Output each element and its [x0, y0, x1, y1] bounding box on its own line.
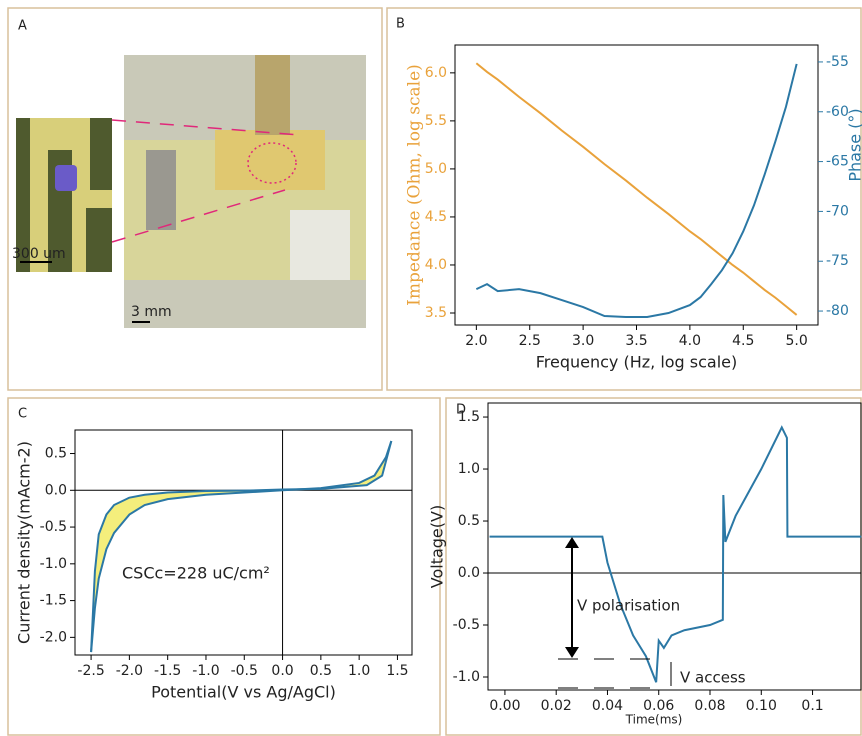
x-tick-label: 1.5 — [386, 663, 408, 679]
zoom-line — [111, 119, 301, 136]
panel-frame — [7, 397, 441, 736]
y2-tick-label: -55 — [826, 54, 849, 70]
y-tick-label: 0.0 — [458, 565, 480, 581]
photo — [16, 55, 366, 328]
y-tick-label: 1.5 — [458, 409, 480, 425]
y2-tick-label: -60 — [826, 104, 849, 120]
inset-electrode — [55, 165, 77, 191]
x-tick-label: -0.5 — [231, 663, 258, 679]
y-axis-label: Voltage(V) — [428, 505, 447, 588]
highlight — [247, 142, 297, 184]
y2-tick-label: -70 — [826, 203, 849, 219]
y-tick-label: -1.0 — [40, 556, 67, 572]
x-axis-label: Frequency (Hz, log scale) — [536, 353, 738, 372]
x-tick-label: 0.1 — [801, 698, 823, 714]
charge-area — [91, 441, 392, 653]
annotation: V access — [680, 669, 746, 687]
data-line — [489, 425, 862, 683]
x-tick-label: 0.10 — [746, 698, 777, 714]
data-line — [475, 63, 798, 319]
arrow-head — [565, 537, 579, 548]
coil — [146, 150, 176, 230]
x-tick-label: 0.08 — [694, 698, 725, 714]
y-tick-label: -1.0 — [453, 669, 480, 685]
y-axis-label: Current density(mAcm-2) — [15, 441, 34, 644]
inset-pads — [30, 118, 112, 272]
x-tick-label: -2.5 — [77, 663, 104, 679]
scale-label: 3 mm — [131, 304, 172, 320]
data-line — [90, 440, 393, 653]
panel-label: D — [456, 403, 466, 418]
y-tick-label: 4.5 — [425, 209, 447, 225]
x-tick-label: 0.0 — [271, 663, 293, 679]
scale-label: 300 um — [12, 246, 66, 262]
y-tick-label: 0.0 — [45, 482, 67, 498]
electrode-lines — [255, 55, 290, 135]
y-tick-label: -2.0 — [40, 629, 67, 645]
arrow-head — [565, 647, 579, 658]
y-tick-label: -1.5 — [40, 593, 67, 609]
y2-axis-label: Phase (°) — [846, 108, 862, 181]
plot-frame — [74, 429, 413, 656]
x-axis-label: Potential(V vs Ag/AgCl) — [151, 683, 336, 702]
data-line — [90, 440, 393, 653]
x-tick-label: -1.0 — [192, 663, 219, 679]
y-tick-label: 4.0 — [425, 257, 447, 273]
y-tick-label: 0.5 — [458, 513, 480, 529]
y-axis-label: Impedance (Ohm, log scale) — [405, 64, 425, 306]
y2-tick-label: -80 — [826, 303, 849, 319]
x-tick-label: 0.06 — [643, 698, 674, 714]
x-tick-label: 1.0 — [348, 663, 370, 679]
zoom-line — [111, 189, 286, 243]
y2-tick-label: -65 — [826, 154, 849, 170]
panel-frame — [445, 397, 862, 736]
x-tick-label: 4.0 — [679, 333, 701, 349]
x-tick-label: 0.5 — [310, 663, 332, 679]
x-tick-label: 0.04 — [592, 698, 623, 714]
plot-frame — [454, 44, 819, 326]
y-tick-label: 0.5 — [45, 446, 67, 462]
annotation: CSCc=228 uC/cm² — [122, 564, 270, 583]
x-tick-label: 0.02 — [541, 698, 572, 714]
y-tick-label: 6.0 — [425, 65, 447, 81]
electrode-array — [215, 130, 325, 190]
annotation: V polarisation — [577, 597, 680, 615]
plot-frame — [487, 402, 862, 691]
x-tick-label: -2.0 — [116, 663, 143, 679]
y-tick-label: 3.5 — [425, 305, 447, 321]
x-tick-label: 3.5 — [625, 333, 647, 349]
data-line — [475, 62, 798, 316]
y-tick-label: -0.5 — [40, 519, 67, 535]
y2-tick-label: -75 — [826, 253, 849, 269]
panel-frame — [386, 7, 862, 391]
x-tick-label: 2.5 — [519, 333, 541, 349]
x-tick-label: 5.0 — [786, 333, 808, 349]
panel-label: C — [18, 407, 27, 422]
x-tick-label: 0.00 — [489, 698, 520, 714]
panel-label: B — [396, 17, 405, 32]
panel-frame — [7, 7, 383, 391]
y-tick-label: 5.0 — [425, 161, 447, 177]
panel-label: A — [18, 19, 27, 34]
y-tick-label: 5.5 — [425, 113, 447, 129]
x-tick-label: 2.0 — [465, 333, 487, 349]
x-tick-label: -1.5 — [154, 663, 181, 679]
x-tick-label: 3.0 — [572, 333, 594, 349]
reference — [290, 210, 350, 280]
x-axis-label: Time(ms) — [625, 713, 683, 727]
y-tick-label: 1.0 — [458, 461, 480, 477]
x-tick-label: 4.5 — [732, 333, 754, 349]
y-tick-label: -0.5 — [453, 617, 480, 633]
